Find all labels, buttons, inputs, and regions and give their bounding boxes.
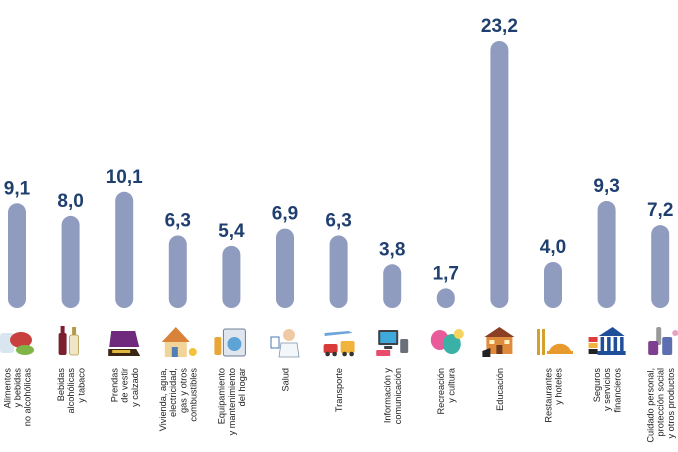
tick-label-line: comunicación [393,368,403,424]
tick-label: Equipamiento y mantenimiento del hogar [217,368,247,435]
bar [651,225,670,308]
tick-label-line: financieros [612,368,622,413]
bar [436,288,455,308]
tick-label-line: y bebidas [13,368,23,408]
tick-label-line: gas y otros [178,368,188,413]
tick-label: Alimentos y bebidas no alcohólicas [2,368,32,427]
tick-label-line: y hoteles [554,368,564,405]
data-label: 6,9 [272,204,298,225]
icons-group [0,326,678,358]
bar [597,200,616,308]
tick-label-line: y tabaco [76,368,86,403]
food-icon [0,332,34,355]
data-label: 1,7 [433,263,459,284]
tick-label-line: Prendas [110,368,120,403]
tick-label-line: alcohólicas [66,368,76,414]
tick-label-line: y mantenimiento [227,368,237,435]
tick-label-line: Vivienda, agua, [158,368,168,431]
tick-label-line: y servicios [602,368,612,411]
bar [490,41,509,308]
theater-masks-icon [430,329,464,354]
tick-label-line: de vestir [120,368,130,403]
bar [544,261,562,308]
data-label: 23,2 [481,16,518,37]
tick-label: Información y comunicación [383,368,403,425]
tick-label: Prendas de vestir y calzado [110,368,140,407]
doctor-icon [270,329,300,358]
tick-label: Cuidado personal, protección social y otro… [646,368,676,443]
tick-label: Restaurantes y hoteles [543,368,563,423]
category-labels-group: Alimentos y bebidas no alcohólicas Bebidas a… [2,367,676,442]
tick-label-line: y cultura [446,367,456,403]
data-label: 5,4 [218,221,245,242]
data-label: 8,0 [57,191,83,212]
data-label: 10,1 [106,167,143,188]
tick-label-line: Equipamiento [217,368,227,424]
bank-icon [588,327,626,355]
tick-label-line: Restaurantes [543,368,553,423]
school-icon [482,327,515,357]
bar [276,228,294,308]
bar [115,191,134,308]
tick-label-line: protección social [656,368,666,436]
data-label: 9,3 [593,176,619,197]
tick-label-line: Salud [281,368,291,392]
data-label: 4,0 [540,237,566,258]
tick-label-line: Cuidado personal, [646,368,656,443]
tick-label: Vivienda, agua, electricidad, gas y otros c… [158,368,199,432]
computer-icon [376,330,409,356]
tick-label-line: no alcohólicas [23,368,33,427]
sweater-shoe-icon [108,331,141,356]
tick-label-line: Educación [495,368,505,411]
bar [383,264,402,308]
data-label: 9,1 [4,178,31,199]
washing-machine-icon [214,328,246,357]
tick-label-line: del hogar [237,368,247,406]
wine-bottle-icon [58,326,79,356]
bar [168,235,187,308]
tick-label-line: Bebidas [56,368,66,402]
data-label: 3,8 [379,239,405,260]
tick-label-line: Información y [383,368,393,424]
tick-label-line: electricidad, [168,368,178,417]
tick-label: Salud [281,368,291,392]
bar [329,235,348,308]
tick-label-line: y otros productos [666,368,676,439]
value-labels-group: 9,1 8,0 10,1 6,3 5,4 6,9 6,3 3,8 1,7 23,2 4,0 9,3 7,… [4,16,674,284]
bar [222,245,241,308]
tick-label-line: combustibles [189,368,199,422]
tick-label: Seguros y servicios financieros [592,368,622,413]
vehicles-icon [323,331,355,357]
tick-label-line: Transporte [334,368,344,412]
tick-label: Educación [495,368,505,411]
data-label: 7,2 [647,200,673,221]
bars-group [8,41,670,308]
house-icon [161,327,197,357]
tick-label: Bebidas alcohólicas y tabaco [56,368,86,414]
personal-care-icon [648,327,678,355]
restaurant-icon [537,329,573,355]
tick-label: Recreación y cultura [436,367,456,414]
tick-label: Transporte [334,368,344,412]
data-label: 6,3 [325,210,351,231]
tick-label-line: Seguros [592,368,602,403]
bar [61,215,80,308]
bar [8,203,26,308]
tick-label-line: Recreación [436,368,446,414]
tick-label-line: y calzado [130,368,140,407]
tick-label-line: Alimentos [2,368,12,409]
data-label: 6,3 [165,210,191,231]
